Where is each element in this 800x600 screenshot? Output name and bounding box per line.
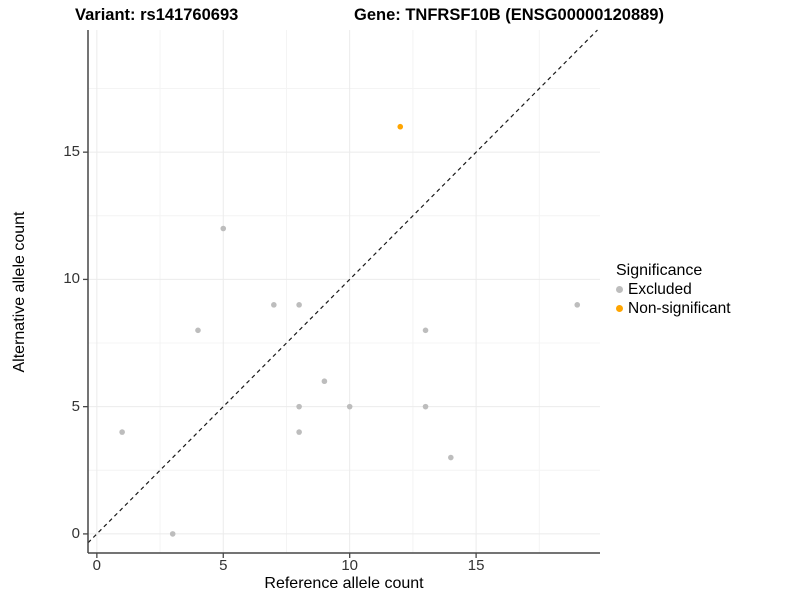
variant-title: Variant: rs141760693 [75, 6, 239, 24]
x-axis-label: Reference allele count [264, 575, 424, 592]
data-point-excluded [195, 327, 201, 334]
x-tick-label: 5 [219, 557, 228, 574]
y-tick-label: 10 [63, 270, 80, 288]
data-point-excluded [574, 302, 581, 308]
data-point-excluded [448, 454, 454, 461]
legend: Significance Excluded Non-significant [616, 261, 731, 318]
legend-item-label: Non-significant [628, 299, 731, 317]
data-point-excluded [119, 429, 125, 435]
legend-item-excluded: Excluded [616, 280, 731, 299]
legend-title: Significance [616, 262, 703, 279]
data-point-non-significant [397, 123, 404, 130]
data-point-excluded [346, 403, 353, 410]
data-point-excluded [271, 302, 277, 308]
data-point-excluded [422, 327, 429, 334]
y-tick-label: 0 [71, 524, 80, 542]
data-point-excluded [296, 403, 302, 410]
data-point-excluded [296, 302, 302, 308]
non-significant-dot-icon [616, 305, 623, 312]
legend-item-label: Excluded [628, 280, 692, 298]
x-tick-label: 0 [92, 557, 102, 574]
data-point-excluded [321, 378, 328, 385]
y-tick-label: 5 [71, 397, 80, 415]
x-tick-label: 15 [467, 557, 485, 574]
legend-item-non-significant: Non-significant [616, 299, 731, 318]
excluded-dot-icon [616, 286, 623, 293]
gene-title: Gene: TNFRSF10B (ENSG00000120889) [354, 6, 664, 24]
data-point-excluded [422, 403, 429, 410]
x-tick-label: 10 [341, 557, 359, 574]
y-tick-label: 15 [63, 143, 80, 161]
identity-line [87, 29, 598, 544]
data-point-excluded [169, 531, 176, 537]
data-point-excluded [220, 225, 227, 232]
y-axis-label: Alternative allele count [11, 211, 28, 373]
data-point-excluded [296, 429, 302, 435]
